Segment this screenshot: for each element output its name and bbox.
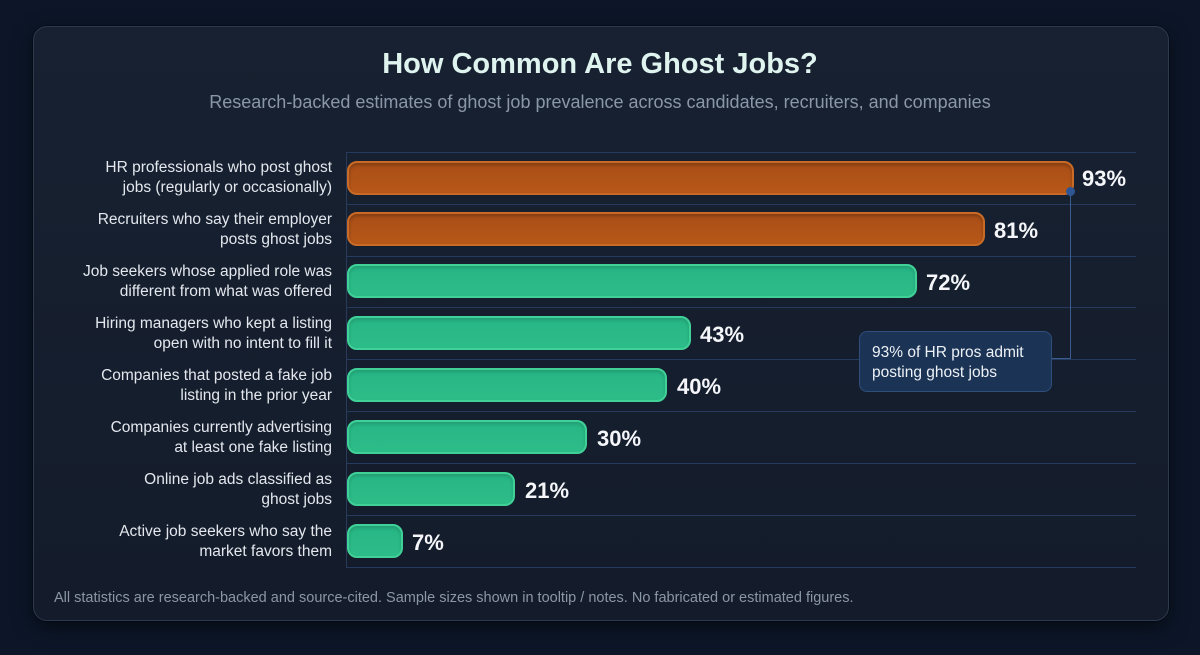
row-label-online-job-ads: Online job ads classified as ghost jobs <box>40 470 332 510</box>
gridline <box>346 152 1136 153</box>
gridline <box>346 204 1136 205</box>
value-label-hr-professionals: 93% <box>1082 166 1127 191</box>
plot-area <box>346 152 1137 568</box>
row-label-line: Hiring managers who kept a listing <box>95 315 332 332</box>
bar-online-job-ads[interactable] <box>347 472 515 506</box>
value-label-recruiters: 81% <box>994 218 1039 243</box>
row-label-line: listing in the prior year <box>180 387 332 404</box>
value-label-active-job-seekers: 7% <box>412 530 444 555</box>
row-label-line: ghost jobs <box>261 491 332 508</box>
gridline <box>346 463 1136 464</box>
value-label-online-job-ads: 21% <box>525 478 570 503</box>
row-label-active-job-seekers: Active job seekers who say the market fa… <box>40 522 332 562</box>
row-label-job-seekers-role: Job seekers whose applied role was diffe… <box>40 262 332 302</box>
row-label-companies-currently: Companies currently advertising at least… <box>40 418 332 458</box>
row-label-line: open with no intent to fill it <box>153 335 332 352</box>
row-label-line: different from what was offered <box>119 283 332 300</box>
row-label-line: HR professionals who post ghost <box>105 159 332 176</box>
row-label-line: Companies that posted a fake job <box>101 367 332 384</box>
value-label-hiring-managers: 43% <box>700 322 745 347</box>
bar-hiring-managers[interactable] <box>347 316 691 350</box>
row-label-line: at least one fake listing <box>174 439 332 456</box>
bar-active-job-seekers[interactable] <box>347 524 403 558</box>
bar-companies-prior-year[interactable] <box>347 368 667 402</box>
value-label-companies-currently: 30% <box>597 426 642 451</box>
row-label-line: posts ghost jobs <box>219 231 332 248</box>
gridline <box>346 515 1136 516</box>
row-label-line: market favors them <box>199 543 332 560</box>
row-label-line: Companies currently advertising <box>110 419 332 436</box>
row-label-line: Online job ads classified as <box>144 471 332 488</box>
bar-companies-currently[interactable] <box>347 420 587 454</box>
row-label-line: Job seekers whose applied role was <box>83 263 332 280</box>
chart-subtitle: Research-backed estimates of ghost job p… <box>209 92 991 112</box>
gridline <box>346 256 1136 257</box>
footnote: All statistics are research-backed and s… <box>54 590 854 606</box>
callout-anchor-dot-icon <box>1066 187 1075 196</box>
gridline <box>346 567 1136 568</box>
row-label-hr-professionals: HR professionals who post ghost jobs (re… <box>40 158 332 198</box>
row-label-hiring-managers: Hiring managers who kept a listing open … <box>40 314 332 354</box>
value-label-job-seekers-role: 72% <box>926 270 971 295</box>
chart-title: How Common Are Ghost Jobs? <box>382 48 818 80</box>
callout-tooltip: 93% of HR pros admit posting ghost jobs <box>859 331 1052 392</box>
row-label-line: Active job seekers who say the <box>119 523 332 540</box>
row-label-companies-prior-year: Companies that posted a fake job listing… <box>40 366 332 406</box>
gridline <box>346 359 1136 360</box>
row-label-line: Recruiters who say their employer <box>97 211 332 228</box>
callout-leader-connector <box>1050 358 1071 359</box>
row-label-recruiters: Recruiters who say their employer posts … <box>40 210 332 250</box>
bar-recruiters[interactable] <box>347 212 985 246</box>
callout-leader-line <box>1070 191 1071 359</box>
bar-hr-professionals[interactable] <box>347 161 1074 195</box>
row-label-line: jobs (regularly or occasionally) <box>122 179 332 196</box>
bar-job-seekers-role[interactable] <box>347 264 917 298</box>
value-label-companies-prior-year: 40% <box>677 374 722 399</box>
gridline <box>346 411 1136 412</box>
gridline <box>346 307 1136 308</box>
